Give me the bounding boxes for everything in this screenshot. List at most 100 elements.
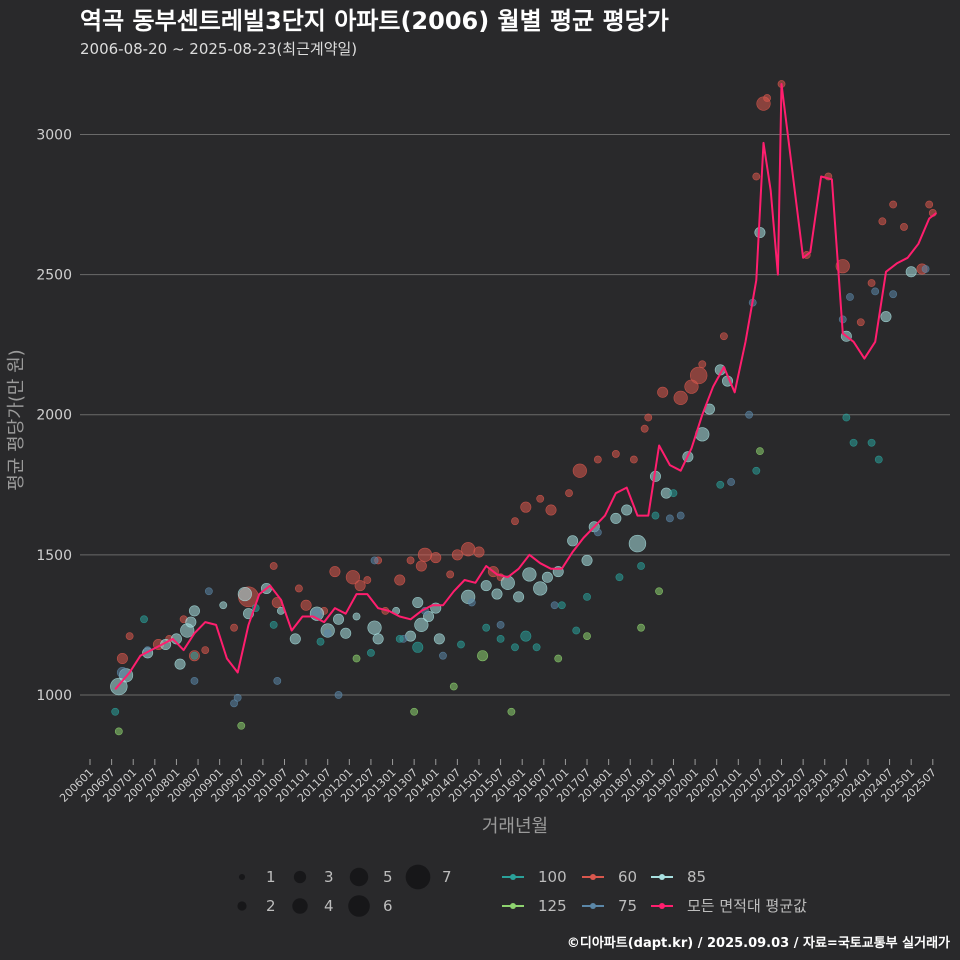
scatter-point — [363, 576, 372, 584]
color-legend-dot — [590, 903, 596, 909]
scatter-point — [410, 707, 419, 716]
scatter-point — [201, 646, 210, 655]
scatter-point — [610, 512, 622, 524]
scatter-point — [433, 633, 445, 645]
size-legend-key — [348, 895, 370, 917]
scatter-point — [554, 654, 563, 663]
scatter-point — [871, 287, 880, 296]
scatter-point — [889, 200, 898, 209]
scatter-point — [111, 707, 120, 716]
size-legend-label: 3 — [324, 868, 334, 886]
color-legend-dot — [510, 874, 516, 880]
scatter-point — [565, 489, 573, 498]
scatter-point — [856, 318, 865, 327]
scatter-point — [412, 641, 424, 653]
scatter-point — [188, 605, 200, 617]
x-axis-label: 거래년월 — [482, 816, 548, 837]
size-legend-key — [405, 864, 431, 890]
scatter-point — [557, 601, 566, 610]
scatter-point — [449, 682, 458, 691]
scatter-point — [536, 494, 545, 503]
scatter-point — [116, 667, 128, 679]
color-legend-label: 75 — [618, 897, 637, 915]
scatter-point — [676, 511, 685, 520]
scatter-point — [752, 466, 761, 475]
y-tick-label: 2500 — [36, 268, 72, 284]
scatter-point — [185, 616, 197, 628]
scatter-point — [511, 517, 519, 526]
scatter-point — [125, 632, 134, 640]
scatter-point — [496, 620, 505, 629]
scatter-point — [640, 424, 649, 433]
color-legend-label: 125 — [538, 897, 567, 915]
scatter-point — [925, 200, 934, 209]
scatter-point — [572, 463, 587, 478]
scatter-point — [316, 637, 325, 646]
chart-caption: ©디아파트(dapt.kr) / 2025.09.03 / 자료=국토교통부 실… — [567, 935, 950, 951]
scatter-point — [352, 654, 361, 663]
scatter-point — [352, 612, 361, 621]
scatter-point — [480, 580, 492, 592]
size-legend-label: 1 — [266, 868, 276, 886]
scatter-point — [367, 620, 382, 635]
scatter-point — [477, 650, 489, 662]
scatter-point — [333, 613, 345, 625]
y-axis-label: 평균 평당가(만 원) — [6, 349, 27, 490]
y-tick-label: 3000 — [36, 127, 72, 143]
scatter-point — [190, 677, 199, 685]
scatter-point — [889, 290, 898, 299]
scatter-point — [572, 626, 581, 635]
scatter-point — [237, 721, 246, 730]
scatter-point — [846, 293, 854, 301]
color-legend-label: 모든 면적대 평균값 — [687, 897, 807, 915]
scatter-point — [520, 501, 532, 513]
color-legend-label: 60 — [618, 868, 637, 886]
scatter-point — [204, 587, 213, 596]
scatter-point — [655, 587, 663, 596]
y-tick-label: 1000 — [36, 688, 72, 704]
scatter-point — [511, 643, 519, 652]
scatter-point — [835, 259, 850, 274]
scatter-point — [451, 549, 463, 561]
scatter-point — [673, 390, 688, 405]
scatter-point — [583, 592, 591, 601]
size-legend: 1 2 3 4 5 6 7 — [237, 864, 452, 917]
scatter-point — [269, 562, 278, 570]
scatter-point — [439, 651, 447, 660]
scatter-point — [513, 591, 525, 603]
average-line-group — [114, 83, 938, 690]
scatter-point — [921, 265, 930, 273]
scatter-point — [900, 223, 908, 231]
scatter-point — [237, 586, 252, 602]
scatter-point — [372, 633, 384, 645]
scatter-point — [581, 554, 593, 566]
scatter-point — [628, 534, 647, 553]
scatter-point — [629, 455, 638, 464]
scatter-point — [507, 707, 516, 716]
scatter-point — [752, 172, 761, 181]
scatter-point — [745, 410, 754, 419]
scatter-point — [482, 623, 491, 632]
scatter-point — [457, 640, 465, 649]
scatter-point — [323, 629, 332, 638]
scatter-point — [329, 566, 341, 578]
scatter-point — [719, 332, 728, 341]
scatter-point — [878, 217, 887, 226]
chart-subtitle: 2006-08-20 ~ 2025-08-23(최근계약일) — [80, 40, 357, 58]
chart-title: 역곡 동부센트레빌3단지 아파트(2006) 월별 평균 평당가 — [80, 7, 669, 35]
color-legend-dot — [510, 903, 516, 909]
scatter-point — [874, 455, 883, 464]
scatter-point — [621, 504, 633, 516]
scatter-point — [446, 570, 455, 579]
average-line — [114, 83, 938, 690]
scatter-point — [651, 511, 660, 520]
scatter-point — [905, 266, 917, 278]
size-legend-label: 4 — [324, 897, 334, 915]
grid-lines — [80, 133, 950, 696]
scatter-point — [370, 556, 379, 565]
scatter-point — [763, 94, 772, 102]
size-legend-label: 6 — [383, 897, 393, 915]
scatter-point — [637, 623, 645, 632]
scatter-point — [669, 489, 678, 498]
